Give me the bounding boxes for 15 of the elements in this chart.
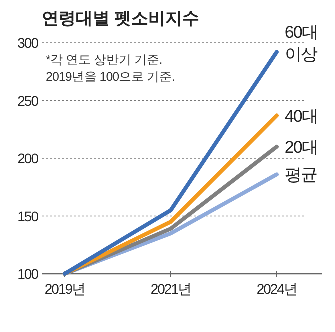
y-tick-label: 300	[18, 35, 40, 51]
series-label: 40대	[284, 106, 318, 126]
y-tick-label: 100	[18, 266, 40, 282]
series-label: 평균	[284, 166, 317, 185]
chart-title: 연령대별 펫소비지수	[42, 9, 200, 28]
y-tick-label: 200	[18, 150, 40, 166]
x-tick-label: 2021년	[150, 281, 192, 297]
annotation: *각 연도 상반기 기준.	[46, 53, 162, 67]
y-tick-label: 150	[18, 208, 40, 224]
x-tick-label: 2024년	[256, 281, 297, 297]
series-label: 60대 이상	[284, 23, 318, 64]
y-tick-label: 250	[18, 92, 40, 109]
series-label: 20대	[284, 138, 318, 157]
annotation: 2019년을 100으로 기준.	[46, 70, 176, 84]
x-tick-label: 2019년	[44, 281, 86, 297]
